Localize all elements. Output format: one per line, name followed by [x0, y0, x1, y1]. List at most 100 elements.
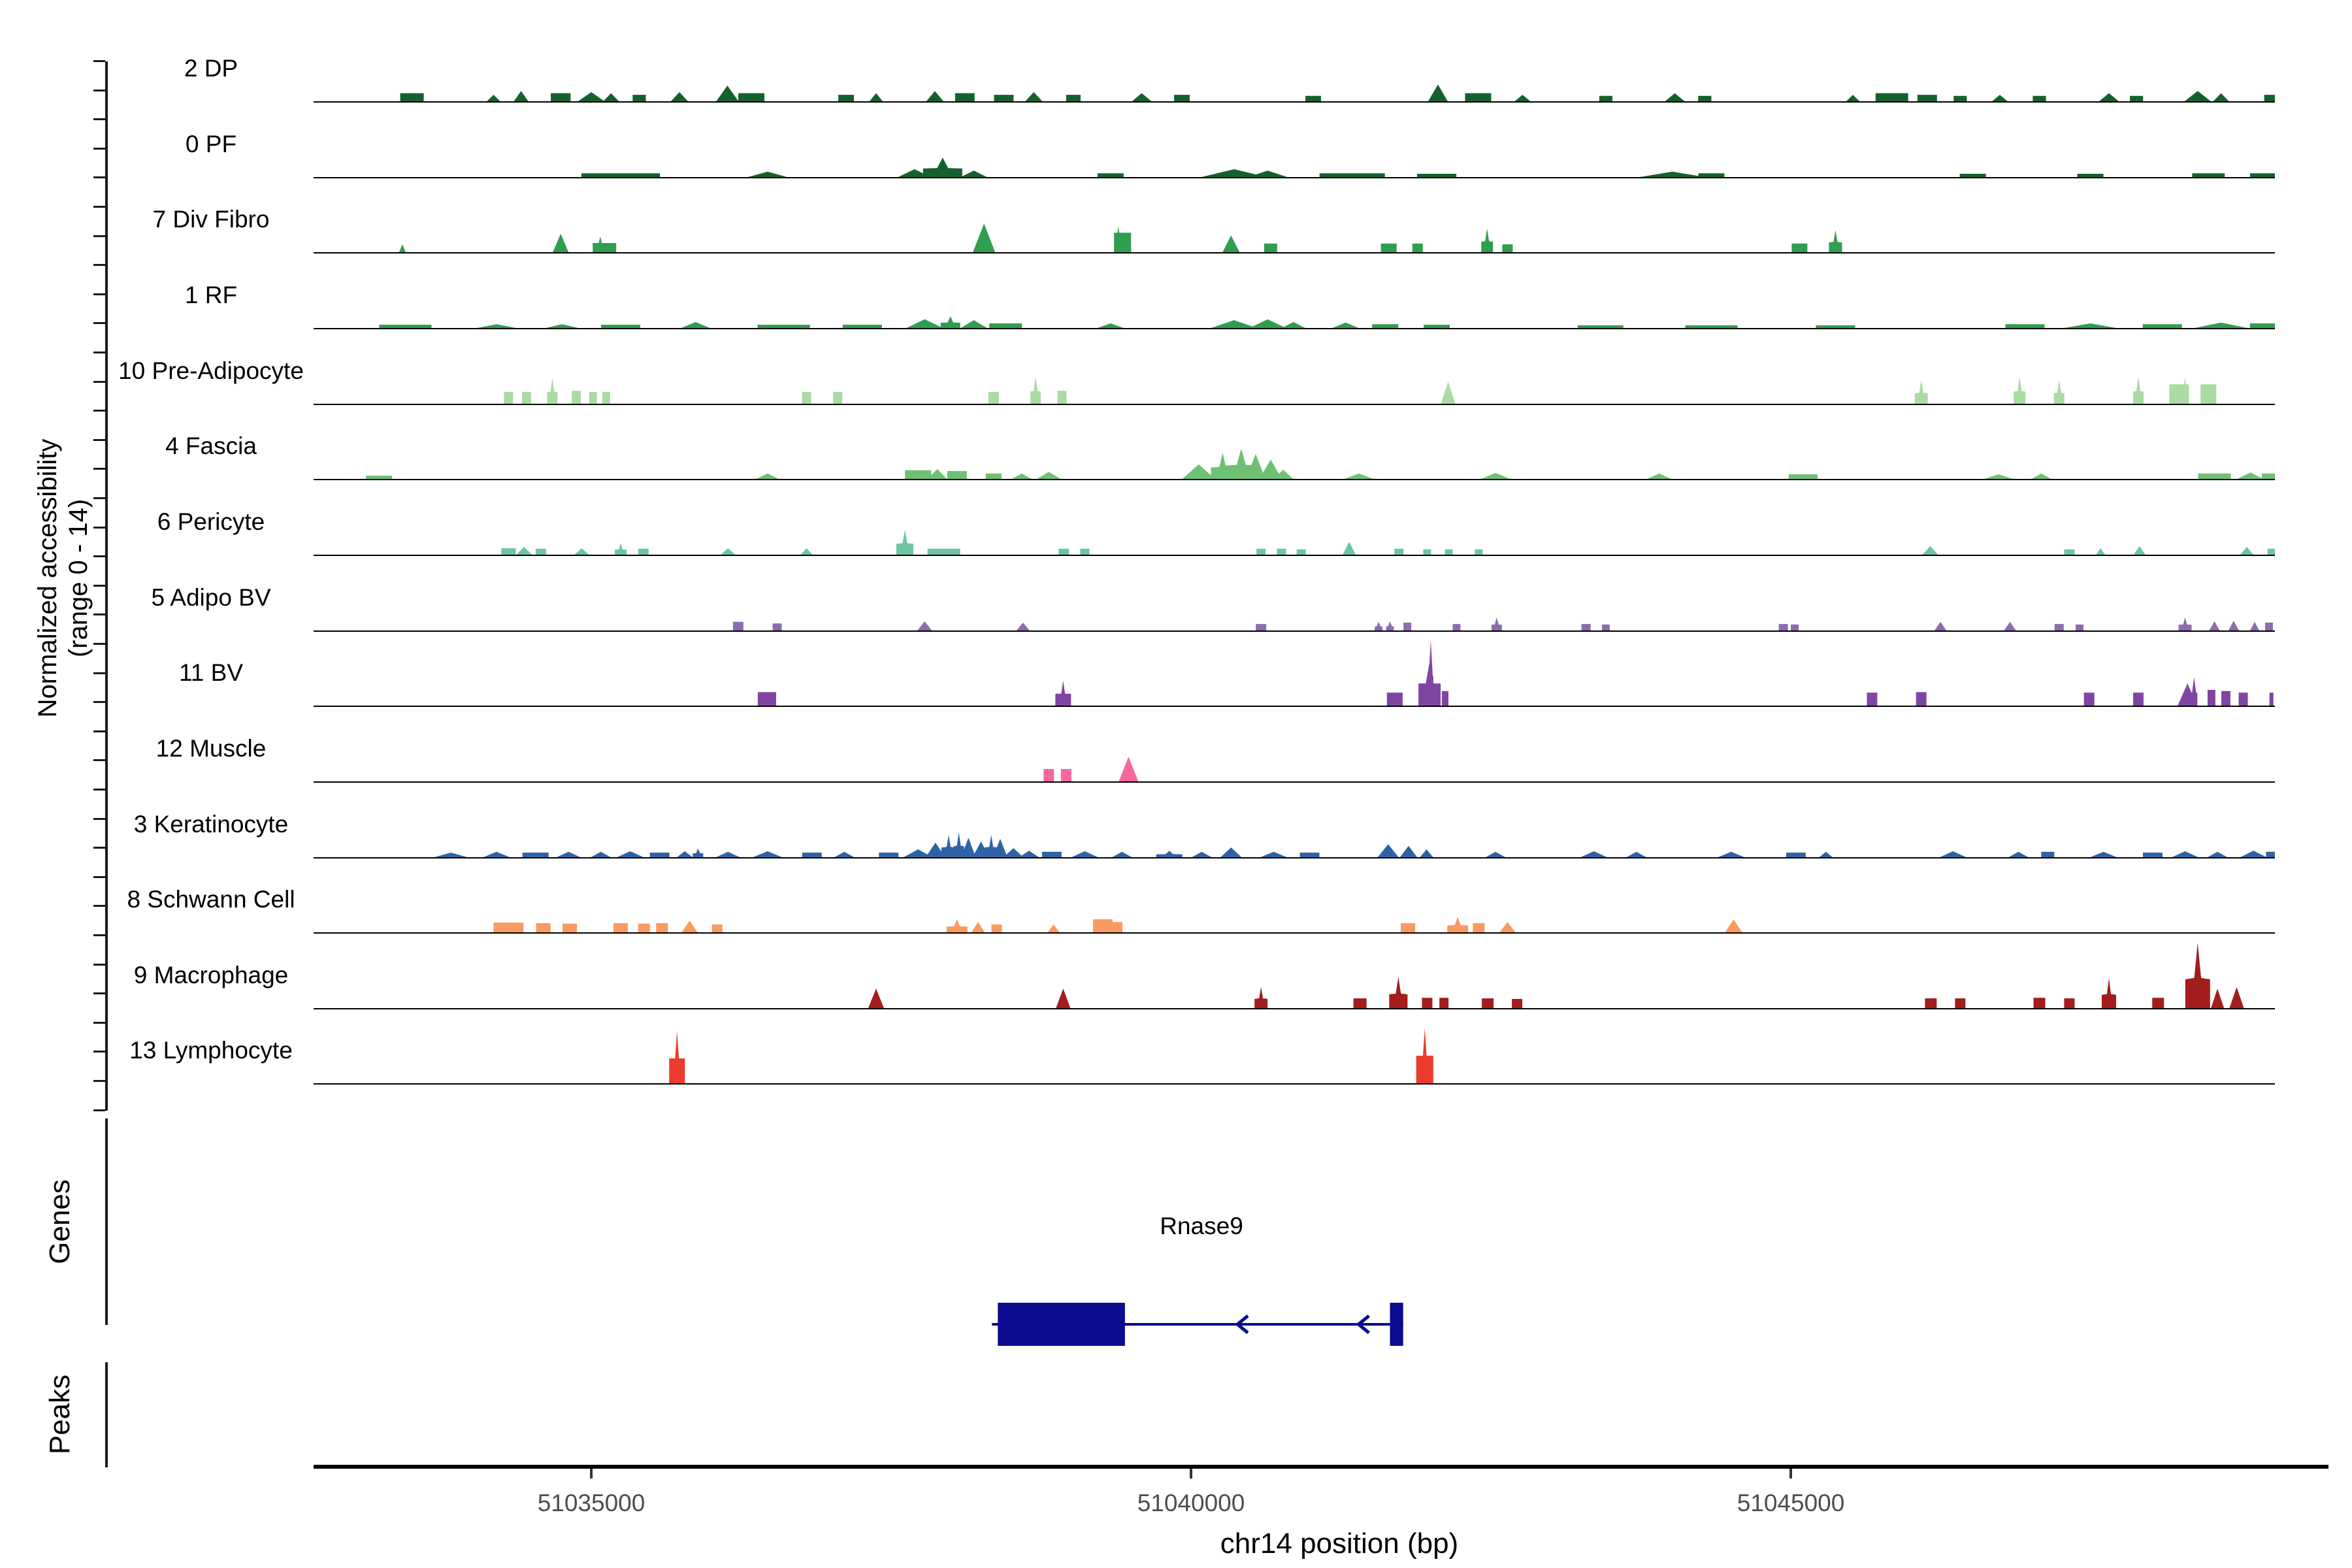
- signal-path-8-schwann-cell: [493, 917, 1742, 933]
- gene-glyph: [992, 1303, 1403, 1346]
- gene-name-label: Rnase9: [1160, 1213, 1243, 1239]
- x-axis-line: [314, 1465, 2328, 1469]
- y-axis-tick: [93, 1021, 105, 1024]
- signal-path-2-dp: [400, 84, 2275, 101]
- y-axis-tick: [93, 468, 105, 470]
- y-axis-tick: [93, 789, 105, 791]
- signal-path-7-div-fibro: [399, 223, 1842, 253]
- gene-strand-arrow-left-icon: [1235, 1315, 1249, 1334]
- y-axis-tick: [93, 526, 105, 529]
- track-signal-10-pre-adipocyte: [504, 376, 2217, 404]
- y-axis-title-line1: Normalized accessibility: [33, 438, 62, 718]
- y-axis-tick: [93, 1109, 105, 1111]
- track-signal-9-macrophage: [868, 942, 2244, 1008]
- y-axis-tick: [93, 293, 105, 295]
- track-label-1-rf: 1 RF: [184, 281, 238, 308]
- y-axis-tick: [93, 992, 105, 995]
- y-axis-tick: [93, 118, 105, 121]
- track-signal-0-pf: [581, 157, 2275, 177]
- y-axis-tick: [93, 351, 105, 353]
- y-axis-tick: [93, 497, 105, 499]
- track-baseline-5-adipo-bv: [314, 630, 2275, 632]
- track-baseline-12-muscle: [314, 781, 2275, 783]
- y-axis-tick: [93, 905, 105, 907]
- signal-path-6-pericyte: [501, 529, 2275, 555]
- track-label-9-macrophage: 9 Macrophage: [133, 961, 289, 988]
- track-baseline-11-bv: [314, 706, 2275, 708]
- y-axis-tick: [93, 410, 105, 412]
- y-axis-tick: [93, 701, 105, 704]
- track-signal-11-bv: [757, 640, 2274, 706]
- track-label-7-div-fibro: 7 Div Fibro: [152, 206, 270, 233]
- track-signal-13-lymphocyte: [669, 1028, 1433, 1084]
- genes-bracket-line: [105, 1119, 108, 1325]
- y-axis-tick: [93, 1051, 105, 1053]
- x-tick-label-51035000: 51035000: [537, 1490, 645, 1516]
- x-axis-tick-51040000: [1189, 1469, 1192, 1478]
- signal-path-0-pf: [581, 157, 2275, 177]
- track-signal-2-dp: [400, 84, 2275, 101]
- track-label-12-muscle: 12 Muscle: [155, 734, 267, 762]
- y-axis-tick: [93, 875, 105, 878]
- track-baseline-1-rf: [314, 327, 2275, 329]
- track-baseline-3-keratinocyte: [314, 857, 2275, 858]
- signal-path-11-bv: [757, 640, 2274, 706]
- y-axis-tick: [93, 672, 105, 674]
- signal-path-10-pre-adipocyte: [504, 376, 2217, 404]
- track-signal-7-div-fibro: [399, 223, 1842, 253]
- track-signal-3-keratinocyte: [434, 832, 2275, 857]
- signal-path-4-fascia: [366, 448, 2275, 480]
- x-tick-label-51040000: 51040000: [1137, 1490, 1245, 1516]
- track-signal-4-fascia: [366, 448, 2275, 480]
- track-label-13-lymphocyte: 13 Lymphocyte: [129, 1037, 293, 1064]
- track-label-11-bv: 11 BV: [178, 659, 244, 687]
- track-label-8-schwann-cell: 8 Schwann Cell: [127, 886, 295, 913]
- y-axis-tick: [93, 264, 105, 267]
- track-signal-1-rf: [379, 316, 2275, 328]
- track-baseline-13-lymphocyte: [314, 1083, 2275, 1085]
- y-axis-tick: [93, 613, 105, 616]
- track-signal-12-muscle: [1043, 756, 1139, 781]
- y-axis-tick: [93, 206, 105, 208]
- y-axis-tick: [93, 759, 105, 762]
- y-axis-tick: [93, 438, 105, 441]
- y-axis-tick: [93, 584, 105, 587]
- y-axis-tick: [93, 176, 105, 179]
- x-axis-tick-51035000: [590, 1469, 593, 1478]
- gene-exon-1: [998, 1303, 1125, 1346]
- track-baseline-2-dp: [314, 101, 2275, 103]
- y-axis-tick: [93, 643, 105, 645]
- signal-path-13-lymphocyte: [669, 1028, 1433, 1084]
- track-label-5-adipo-bv: 5 Adipo BV: [151, 583, 271, 611]
- track-baseline-8-schwann-cell: [314, 932, 2275, 934]
- track-signal-6-pericyte: [501, 529, 2275, 555]
- signal-path-12-muscle: [1043, 756, 1139, 781]
- track-baseline-10-pre-adipocyte: [314, 403, 2275, 405]
- gene-exon-2: [1390, 1303, 1403, 1346]
- track-label-4-fascia: 4 Fascia: [165, 433, 257, 460]
- track-signal-8-schwann-cell: [493, 917, 1742, 933]
- y-axis-title-line2: (range 0 - 14): [64, 498, 93, 658]
- y-axis-line: [105, 61, 108, 1111]
- track-label-10-pre-adipocyte: 10 Pre-Adipocyte: [118, 357, 304, 384]
- track-baseline-7-div-fibro: [314, 252, 2275, 254]
- track-label-0-pf: 0 PF: [185, 130, 237, 157]
- track-baseline-0-pf: [314, 176, 2275, 178]
- signal-path-3-keratinocyte: [434, 832, 2275, 857]
- signal-path-5-adipo-bv: [732, 617, 2273, 630]
- signal-path-1-rf: [379, 316, 2275, 328]
- x-axis-tick-51045000: [1789, 1469, 1792, 1478]
- y-axis-tick: [93, 322, 105, 325]
- y-axis-tick: [93, 555, 105, 558]
- track-baseline-4-fascia: [314, 479, 2275, 481]
- y-axis-tick: [93, 147, 105, 150]
- signal-path-9-macrophage: [868, 942, 2244, 1008]
- peaks-bracket-line: [105, 1362, 108, 1467]
- y-axis-tick: [93, 730, 105, 732]
- y-axis-tick: [93, 963, 105, 966]
- track-label-6-pericyte: 6 Pericyte: [157, 508, 265, 535]
- y-axis-tick: [93, 1080, 105, 1082]
- track-baseline-6-pericyte: [314, 554, 2275, 556]
- x-axis-title: chr14 position (bp): [1220, 1527, 1459, 1560]
